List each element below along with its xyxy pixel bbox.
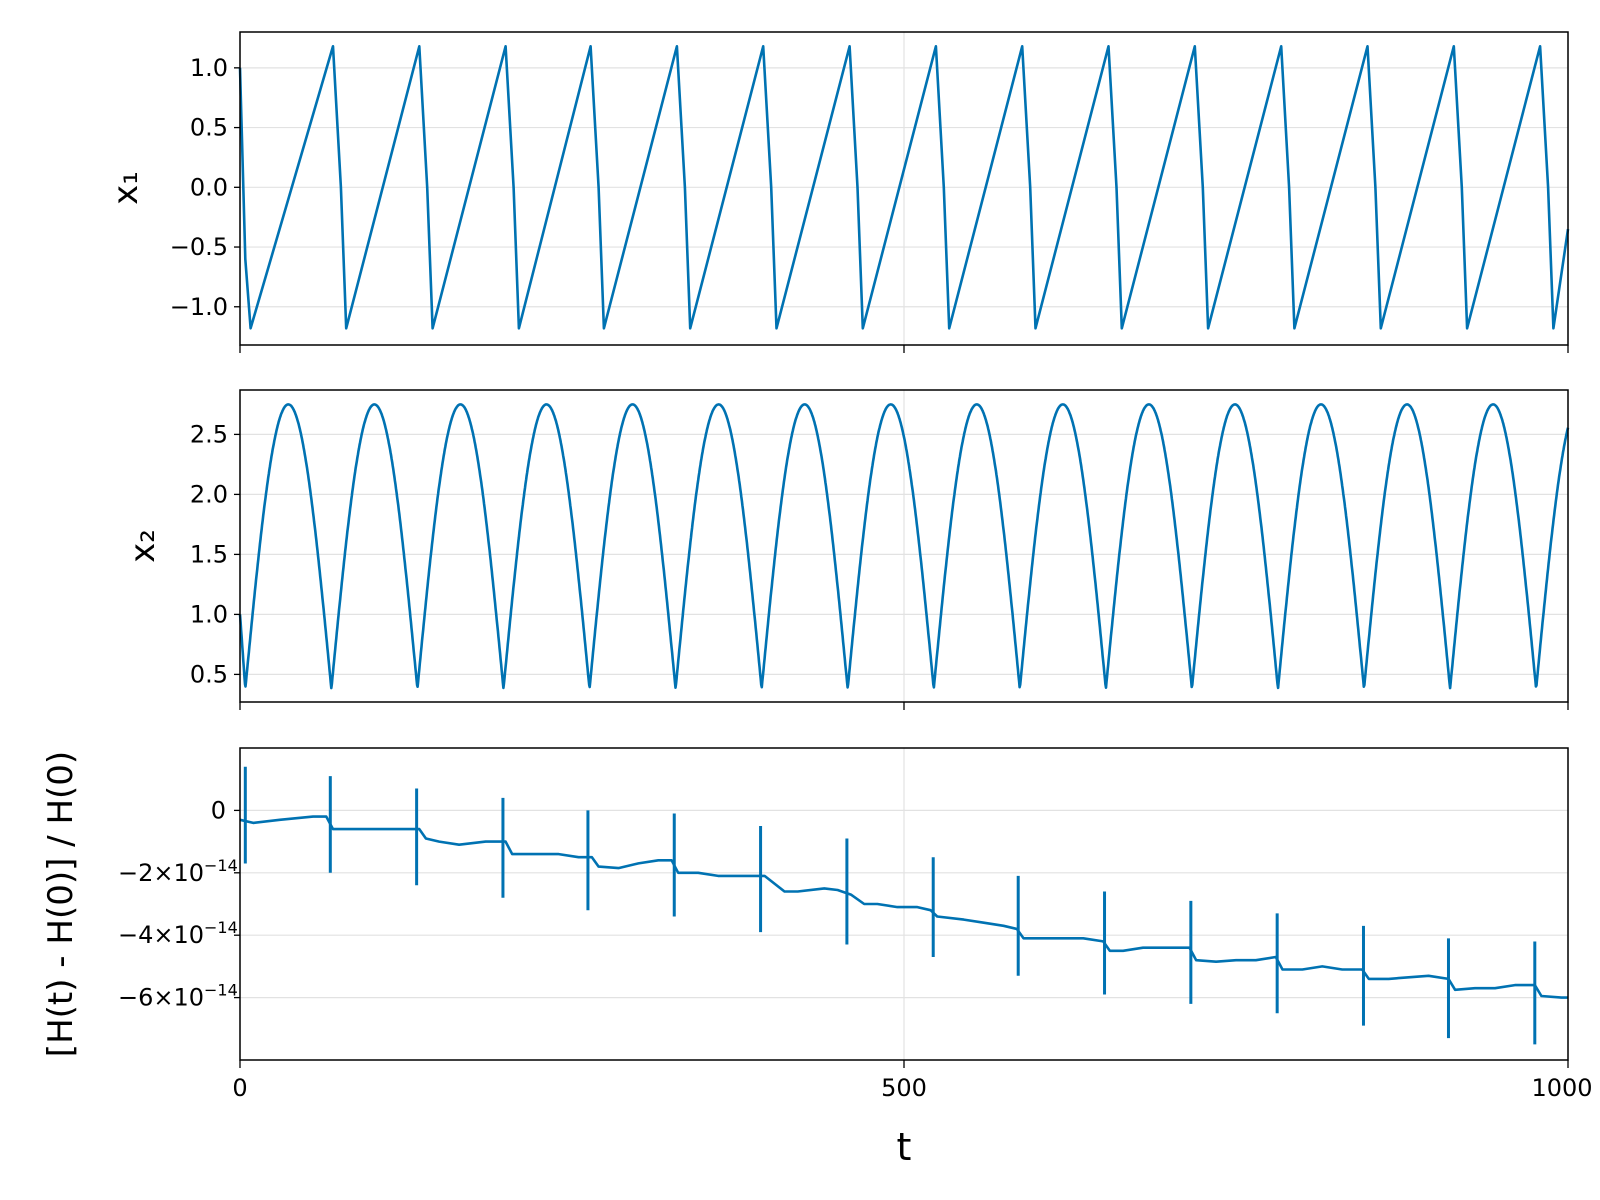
panel-energy: 0−2×10 −14−4×10 −14−6×10 −140 500 1000 [H(t) … <box>41 747 1593 1169</box>
energy-xtick-label-0: 0 <box>232 1074 247 1102</box>
x2-ytick-label-4: 0.5 <box>190 660 228 688</box>
energy-ytick-label-2: −4×10 <box>118 921 204 949</box>
x2-ytick-label-3: 1.0 <box>190 600 228 628</box>
y-axis-label-x2: x₂ <box>123 529 163 563</box>
energy-ytick-label-1: −2×10 <box>118 859 204 887</box>
energy-ytick-label-3: −6×10 <box>118 984 204 1012</box>
panel-x2: 2.5 2.0 1.5 1.0 0.5 x₂ <box>123 389 1570 710</box>
x1-ytick-label-3: −0.5 <box>170 233 228 261</box>
x2-series-line <box>238 403 1570 690</box>
x-axis-label-t: t <box>897 1125 912 1169</box>
energy-ytick-exponent-3: −14 <box>204 981 238 1000</box>
y-axis-label-energy: [H(t) - H(0)] / H(0) <box>41 751 81 1057</box>
x1-ytick-label-1: 0.5 <box>190 114 228 142</box>
energy-xtick-label-2: 1000 <box>1531 1074 1592 1102</box>
energy-ytick-exponent-2: −14 <box>204 918 238 937</box>
x1-ytick-label-4: −1.0 <box>170 293 228 321</box>
x2-ytick-label-0: 2.5 <box>190 420 228 448</box>
energy-ytick-label-0: 0 <box>211 796 226 824</box>
panel-x1: 1.0 0.5 0.0 −0.5 −1.0 x₁ <box>106 31 1570 353</box>
energy-ytick-exponent-1: −14 <box>204 856 238 875</box>
x1-ytick-label-0: 1.0 <box>190 54 228 82</box>
x2-ytick-label-2: 1.5 <box>190 540 228 568</box>
x1-series-line <box>238 45 1570 330</box>
x2-ytick-label-1: 2.0 <box>190 480 228 508</box>
energy-xtick-label-1: 500 <box>881 1074 927 1102</box>
x1-ytick-label-2: 0.0 <box>190 173 228 201</box>
y-axis-label-x1: x₁ <box>106 171 146 205</box>
